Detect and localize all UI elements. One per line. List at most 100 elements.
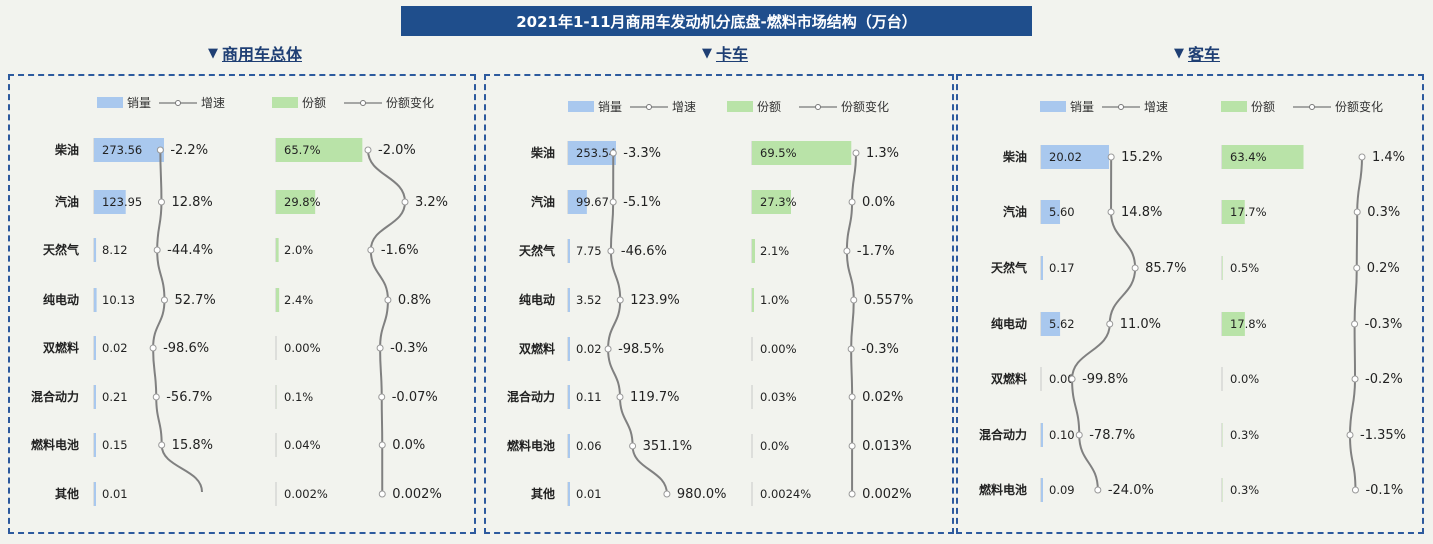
sales-value-label: 273.56 [102, 143, 142, 157]
legend-share-change-label: 份额变化 [1335, 99, 1383, 114]
share-bar [1222, 312, 1245, 336]
share-bar [276, 190, 316, 214]
category-label: 混合动力 [507, 389, 555, 404]
share-change-marker [378, 441, 386, 449]
share-change-value-label: -2.0% [378, 143, 416, 158]
sales-bar [94, 433, 96, 457]
share-change-value-label: 0.013% [862, 439, 912, 454]
sales-value-label: 3.52 [576, 293, 602, 307]
sales-bar [568, 239, 570, 263]
sales-value-label: 99.67 [576, 195, 609, 209]
share-value-label: 0.3% [1230, 483, 1259, 497]
panel-bus [956, 74, 1424, 534]
legend-share-label: 份额 [757, 100, 781, 114]
share-change-marker [848, 198, 856, 206]
share-change-value-label: -1.6% [381, 243, 419, 258]
growth-marker [1075, 431, 1083, 439]
panel-overall [8, 74, 476, 534]
category-label: 柴油 [1002, 149, 1027, 164]
share-change-value-label: 0.8% [398, 293, 431, 308]
category-label: 双燃料 [519, 341, 555, 356]
legend-growth-marker [1118, 104, 1124, 110]
sales-bar [568, 141, 616, 165]
share-value-label: 17.7% [1230, 205, 1267, 219]
category-label: 纯电动 [519, 292, 555, 307]
share-bar [1222, 200, 1245, 224]
sales-value-label: 5.62 [1049, 317, 1075, 331]
growth-value-label: -3.3% [623, 146, 661, 161]
share-bar [752, 190, 791, 214]
growth-value-label: 14.8% [1121, 205, 1162, 220]
share-change-marker [1353, 264, 1361, 272]
growth-marker [616, 296, 624, 304]
share-value-label: 0.002% [284, 487, 328, 501]
share-change-value-label: -1.35% [1360, 428, 1406, 443]
share-change-value-label: 0.002% [862, 487, 912, 502]
share-change-value-label: -0.3% [390, 341, 428, 356]
growth-value-label: -56.7% [166, 390, 212, 405]
share-value-label: 63.4% [1230, 150, 1267, 164]
panel-title-truck: ▼ 卡车 [690, 40, 760, 66]
share-bar [1222, 145, 1304, 169]
sales-bar [94, 238, 97, 262]
share-value-label: 0.0% [760, 439, 789, 453]
sales-bar [94, 482, 96, 506]
share-change-value-label: 0.0% [862, 195, 895, 210]
panel-title-bus: ▼ 客车 [1162, 40, 1232, 66]
sales-bar [94, 190, 126, 214]
share-bar [752, 141, 852, 165]
growth-value-label: 15.8% [172, 438, 213, 453]
sales-value-label: 0.01 [576, 487, 602, 501]
panel-title-overall: ▼ 商用车总体 [200, 40, 310, 66]
sales-value-label: 0.10 [1049, 428, 1075, 442]
sales-bar [568, 434, 570, 458]
growth-value-label: -46.6% [621, 244, 667, 259]
category-label: 燃料电池 [31, 437, 79, 452]
category-label: 天然气 [519, 243, 555, 258]
share-change-marker [850, 296, 858, 304]
sales-value-label: 123.95 [102, 195, 142, 209]
category-label: 其他 [55, 486, 79, 501]
legend-sales-swatch [568, 101, 594, 112]
sales-bar [1041, 478, 1043, 502]
legend-share-swatch [727, 101, 753, 112]
share-change-marker [1351, 375, 1359, 383]
sales-value-label: 10.13 [102, 293, 135, 307]
category-label: 柴油 [54, 142, 79, 157]
share-value-label: 2.0% [284, 243, 313, 257]
legend-share-swatch [272, 97, 298, 108]
growth-value-label: 980.0% [677, 487, 727, 502]
share-change-value-label: -0.07% [392, 390, 438, 405]
growth-marker [609, 198, 617, 206]
share-value-label: 0.1% [284, 390, 313, 404]
sales-value-label: 0.01 [102, 487, 128, 501]
share-value-label: 0.03% [760, 390, 797, 404]
category-label: 燃料电池 [507, 438, 555, 453]
growth-marker [609, 149, 617, 157]
legend-share-label: 份额 [1251, 100, 1275, 114]
category-label: 双燃料 [43, 340, 79, 355]
share-value-label: 0.5% [1230, 261, 1259, 275]
sales-bar [94, 336, 96, 360]
growth-marker [1107, 208, 1115, 216]
share-change-value-label: 0.2% [1367, 261, 1400, 276]
category-label: 汽油 [55, 194, 79, 209]
share-change-line [845, 152, 857, 495]
share-change-value-label: -1.7% [857, 244, 895, 259]
sales-value-label: 0.02 [102, 341, 128, 355]
growth-value-label: -98.5% [618, 342, 664, 357]
sales-value-label: 7.75 [576, 244, 602, 258]
share-change-value-label: 0.3% [1367, 205, 1400, 220]
growth-marker [607, 247, 615, 255]
sales-bar [1041, 256, 1043, 280]
share-value-label: 29.8% [284, 195, 321, 209]
sales-bar [568, 385, 570, 409]
share-change-value-label: 0.002% [392, 487, 442, 502]
growth-value-label: -24.0% [1108, 483, 1154, 498]
category-label: 双燃料 [991, 371, 1027, 386]
growth-marker [1131, 264, 1139, 272]
growth-marker [663, 490, 671, 498]
growth-marker [604, 345, 612, 353]
share-value-label: 0.0024% [760, 487, 811, 501]
